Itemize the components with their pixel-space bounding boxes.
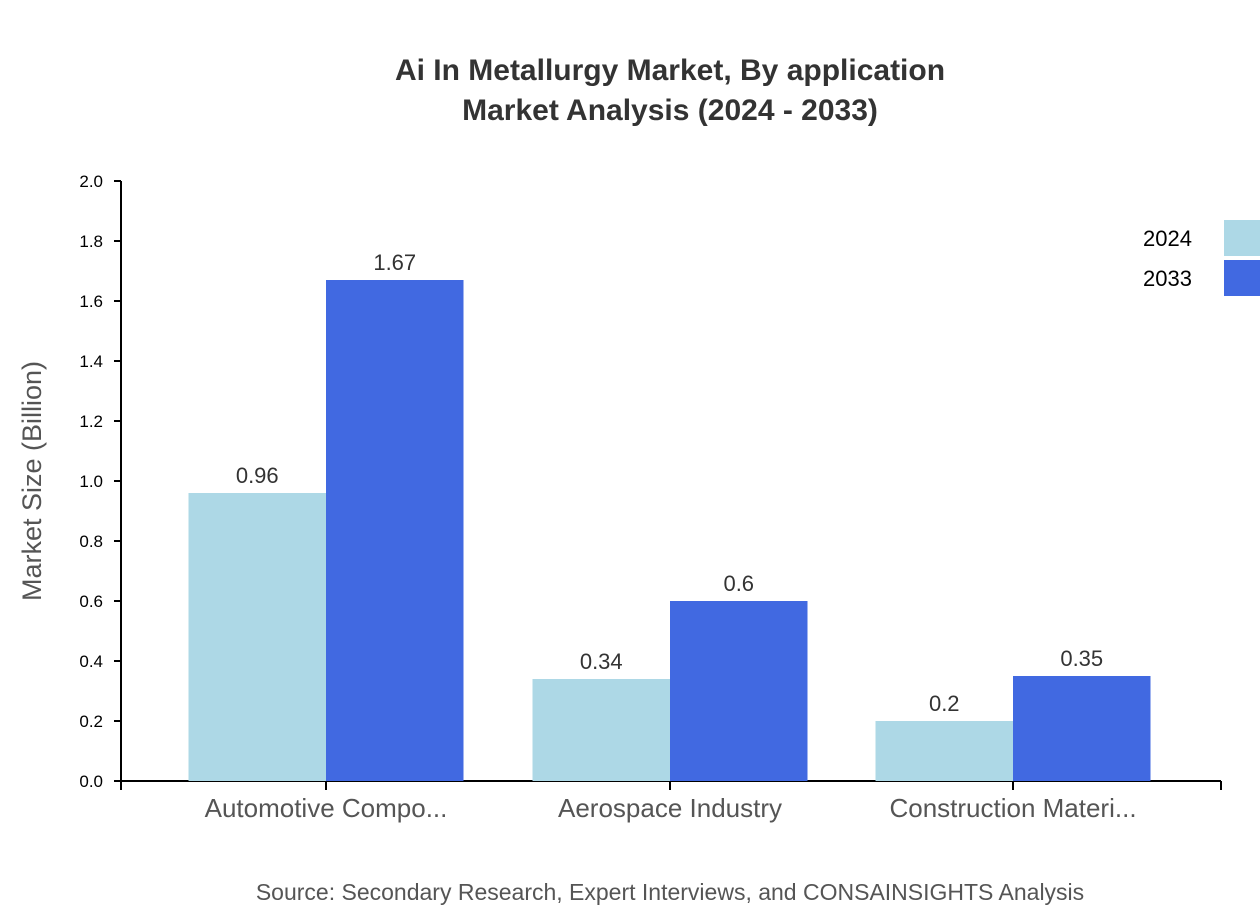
bar-2024 (532, 679, 670, 781)
chart-subtitle: Market Analysis (2024 - 2033) (462, 94, 878, 127)
legend-swatch (1224, 220, 1260, 256)
bar-2033 (326, 280, 464, 781)
data-label: 0.35 (1060, 646, 1103, 671)
x-tick-label: Automotive Compo... (205, 793, 448, 823)
y-tick-label: 0.0 (79, 772, 103, 791)
legend-label: 2024 (1143, 226, 1192, 251)
data-label: 0.34 (580, 649, 623, 674)
y-tick-label: 1.4 (79, 352, 103, 371)
bar-2033 (1013, 676, 1151, 781)
bar-2024 (875, 721, 1013, 781)
y-axis-label: Market Size (Billion) (17, 361, 47, 601)
y-tick-label: 0.8 (79, 532, 103, 551)
bar-2024 (188, 493, 326, 781)
bar-2033 (670, 601, 808, 781)
data-label: 1.67 (373, 250, 416, 275)
x-tick-label: Construction Materi... (889, 793, 1136, 823)
y-tick-label: 0.2 (79, 712, 103, 731)
legend-swatch (1224, 260, 1260, 296)
y-tick-label: 1.2 (79, 412, 103, 431)
x-tick-label: Aerospace Industry (558, 793, 782, 823)
y-tick-label: 2.0 (79, 172, 103, 191)
y-tick-label: 0.4 (79, 652, 103, 671)
data-label: 0.6 (723, 571, 754, 596)
y-tick-label: 1.8 (79, 232, 103, 251)
y-tick-label: 1.0 (79, 472, 103, 491)
legend-label: 2033 (1143, 266, 1192, 291)
y-tick-label: 1.6 (79, 292, 103, 311)
chart-title: Ai In Metallurgy Market, By application (395, 54, 945, 87)
y-tick-label: 0.6 (79, 592, 103, 611)
source-note: Source: Secondary Research, Expert Inter… (256, 879, 1084, 905)
data-label: 0.2 (929, 691, 960, 716)
data-label: 0.96 (236, 463, 279, 488)
